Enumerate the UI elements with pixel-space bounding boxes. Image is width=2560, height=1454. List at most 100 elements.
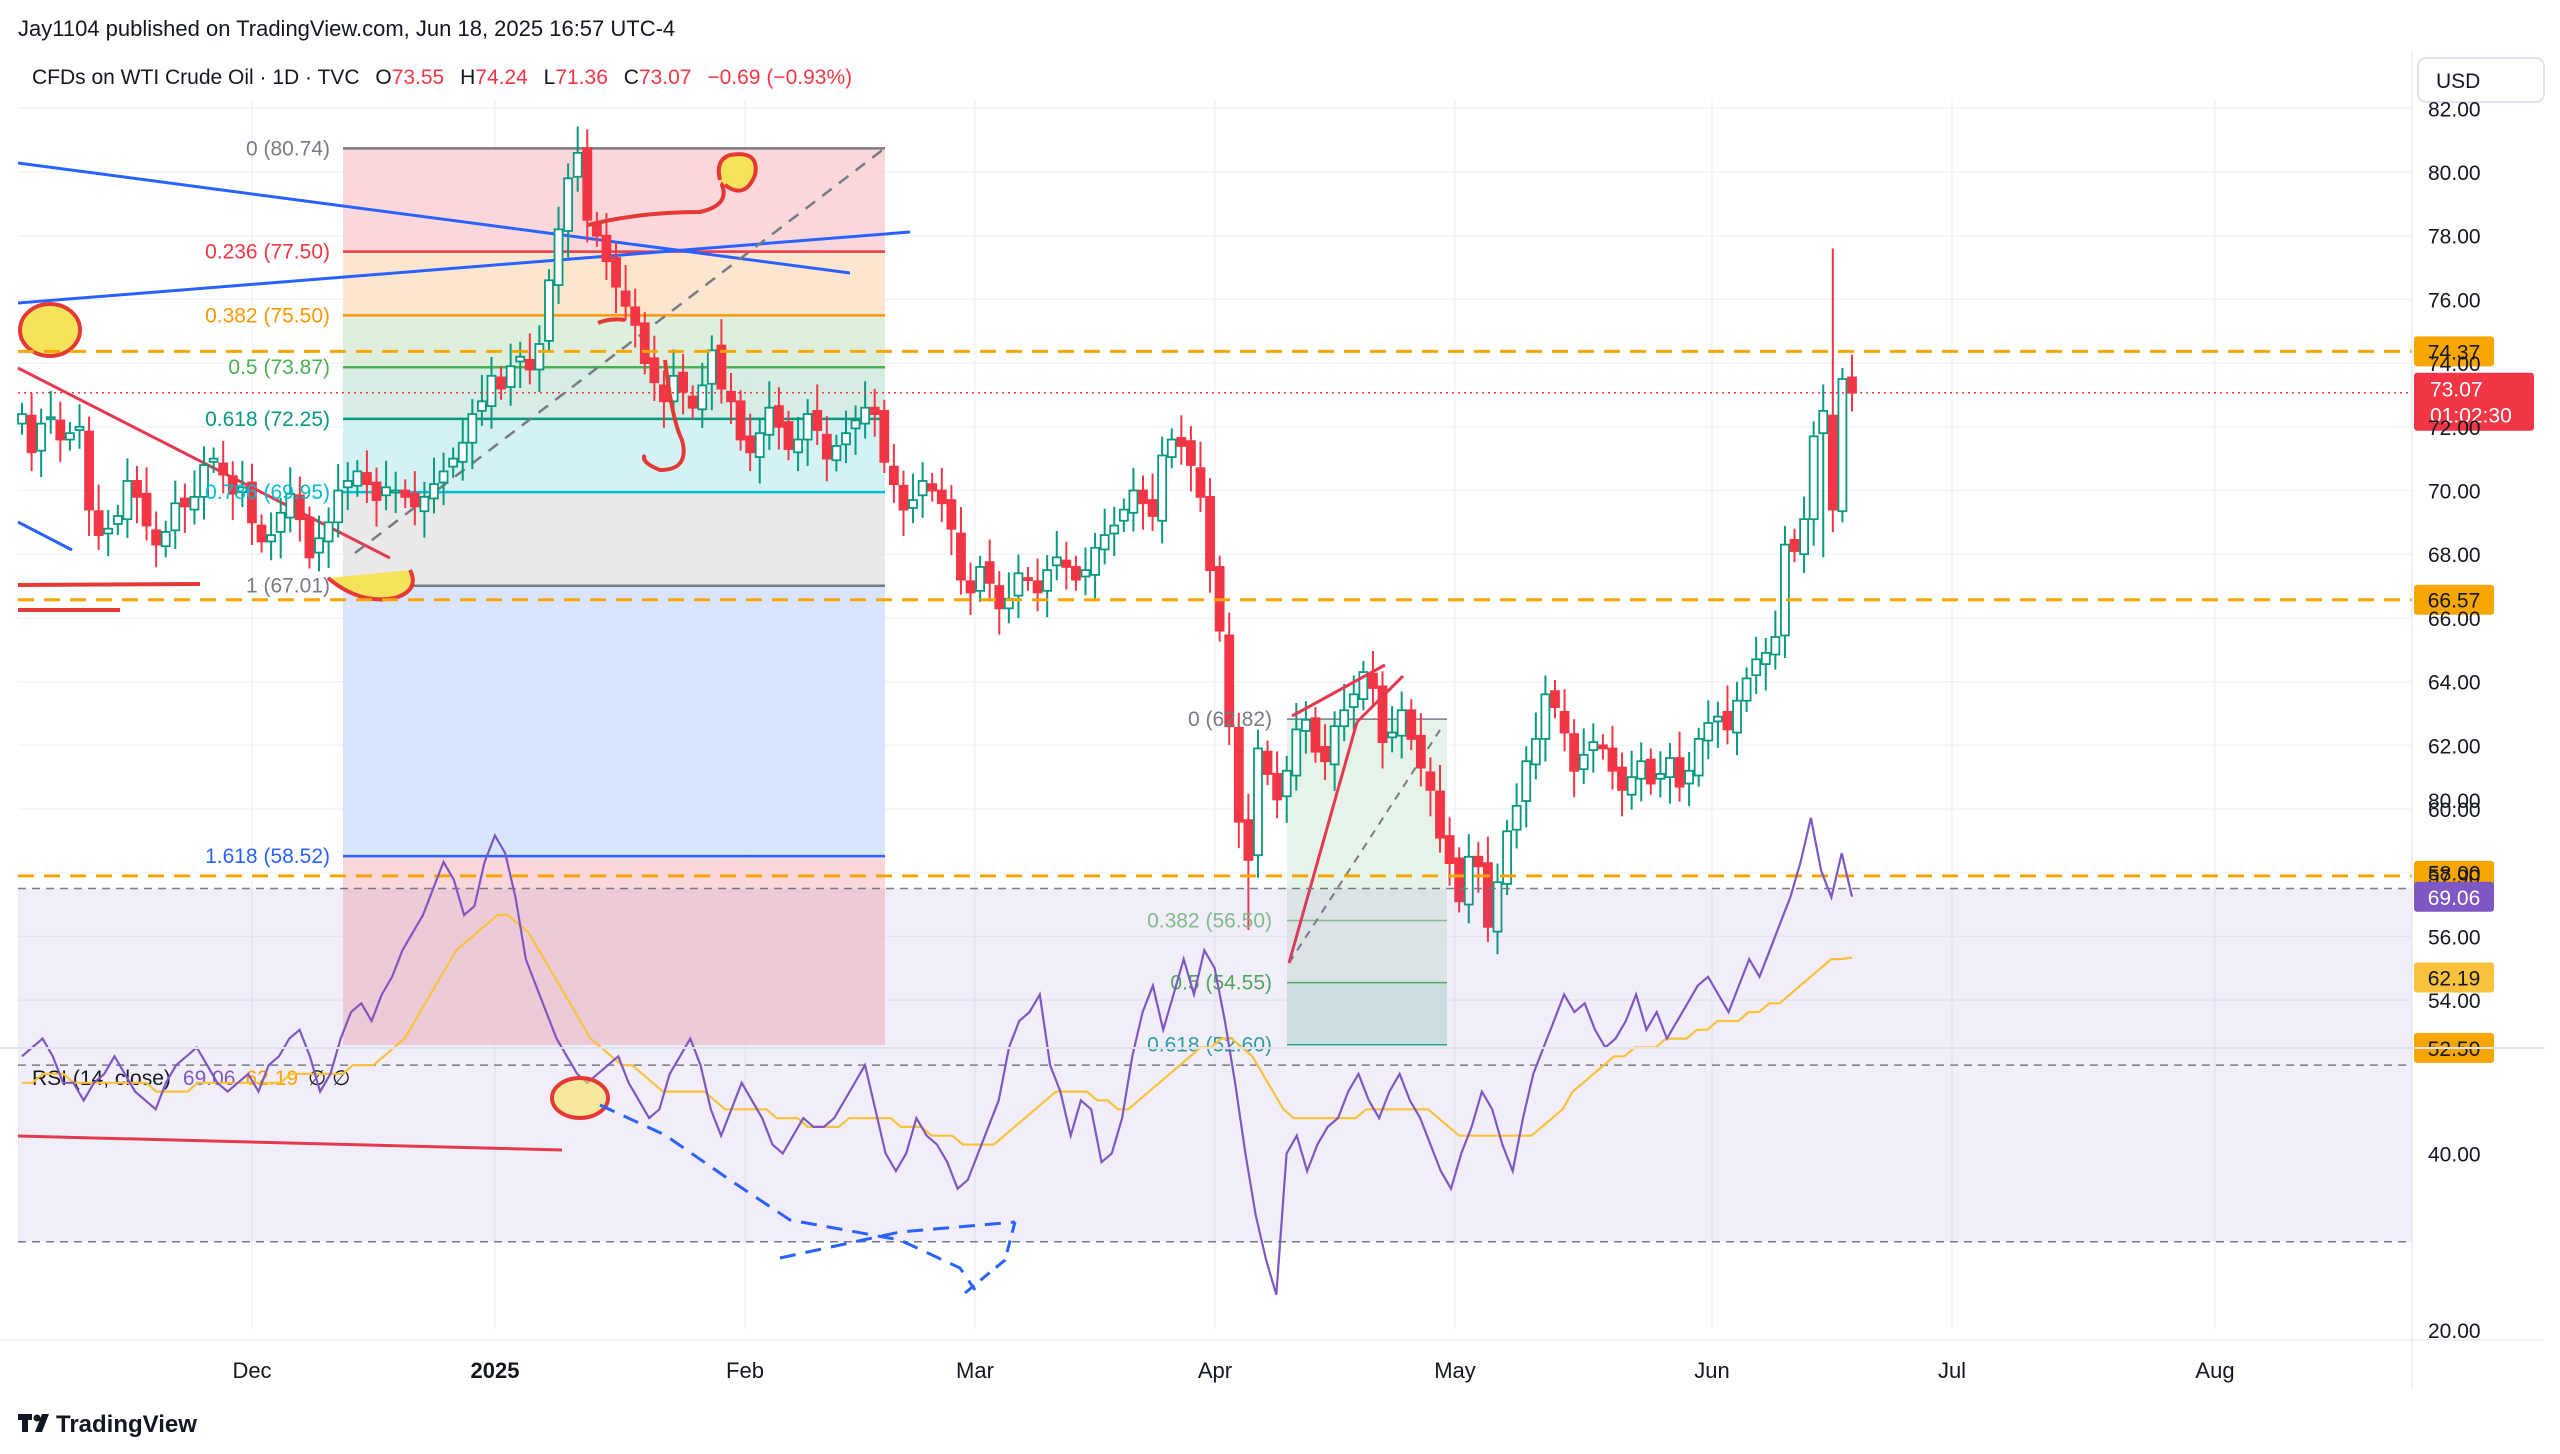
candle — [783, 410, 794, 461]
trend-line-blue — [17, 520, 73, 552]
candle — [1626, 750, 1637, 810]
candle — [1454, 847, 1465, 913]
candle-body — [601, 234, 612, 263]
candle-body — [256, 524, 267, 543]
candle-body — [496, 376, 506, 390]
currency-button[interactable]: USD — [2417, 57, 2545, 103]
candle-body — [467, 413, 478, 444]
candle — [687, 385, 698, 419]
candle — [1042, 555, 1053, 618]
time-tick-label: Mar — [956, 1358, 994, 1383]
candle — [112, 504, 123, 536]
candle-body — [1684, 769, 1695, 785]
candle-body — [1023, 577, 1033, 581]
candle-body — [1013, 572, 1024, 597]
rsi-ma-line — [22, 913, 1853, 1146]
candle-body — [122, 480, 133, 521]
candle-body — [74, 425, 85, 431]
candle-body — [1827, 414, 1838, 511]
candle — [984, 539, 995, 602]
candle — [1109, 506, 1120, 557]
candle — [1760, 637, 1771, 691]
markup-line — [1287, 721, 1359, 964]
candle-body — [793, 438, 803, 454]
candle — [1665, 743, 1675, 804]
candle — [965, 562, 976, 616]
candle-body — [716, 344, 727, 390]
candle-body — [956, 532, 966, 581]
markup-drawings — [17, 152, 1405, 964]
candle-body — [429, 483, 439, 500]
candle — [888, 443, 899, 503]
candle-body — [1626, 776, 1637, 796]
candle — [879, 399, 890, 473]
candle — [275, 497, 286, 559]
fib-zone — [343, 315, 885, 368]
candle-body — [457, 441, 468, 463]
candle — [457, 420, 468, 481]
candle — [409, 471, 420, 526]
markup-curve — [716, 152, 758, 193]
candle-body — [1645, 758, 1656, 785]
candle — [841, 410, 851, 464]
candle-body — [841, 432, 851, 446]
markup-line — [17, 582, 201, 587]
candle-body — [563, 177, 574, 232]
brand-name: TradingView — [56, 1411, 197, 1438]
fib2-label: 0 (62.82) — [1188, 708, 1272, 731]
candle — [1511, 783, 1522, 849]
candle-body — [1597, 744, 1608, 750]
rsi-axis-tag-bg — [2414, 962, 2494, 993]
candle-body — [1071, 566, 1081, 581]
candle-body — [323, 521, 334, 543]
candle-body — [65, 432, 75, 441]
candle — [419, 481, 430, 538]
candle — [649, 335, 660, 402]
candle-body — [1109, 524, 1120, 535]
candle-body — [1205, 495, 1215, 572]
candle — [1722, 685, 1733, 745]
candle-body — [1483, 862, 1493, 928]
fib-zone — [343, 585, 885, 857]
rsi-markup-line — [17, 1134, 563, 1152]
candle — [1636, 742, 1647, 802]
candle — [362, 450, 372, 503]
candle-body — [448, 457, 459, 468]
candle — [697, 362, 708, 429]
fib-labels: 0 (80.74) 0.236 (77.50) 0.382 (75.50) 0.5 (… — [205, 137, 1272, 1056]
candle-body — [888, 465, 899, 486]
rsi-dashed-trend — [964, 1221, 1017, 1295]
candle — [1339, 683, 1350, 742]
candle — [45, 390, 56, 434]
candle-body — [333, 489, 344, 524]
candle — [936, 467, 947, 523]
candle-body — [342, 480, 353, 489]
candle — [831, 434, 842, 472]
candle — [1090, 532, 1100, 602]
last-price-tag-bg — [2414, 372, 2534, 431]
fib-label: 0.5 (73.87) — [228, 356, 330, 379]
candle — [1243, 793, 1254, 931]
candle-body — [362, 472, 372, 486]
fib2-label: 0.382 (56.50) — [1147, 909, 1272, 932]
candle — [314, 515, 324, 572]
candle — [706, 335, 717, 411]
candle-body — [1559, 710, 1570, 734]
candle-body — [860, 406, 871, 425]
candle-body — [1463, 855, 1474, 906]
markup-line — [1291, 663, 1386, 718]
candle-body — [1444, 835, 1455, 865]
fib-zone-2 — [1287, 982, 1447, 1045]
rsi-tick-label: 40.00 — [2428, 1143, 2481, 1166]
candle — [400, 479, 411, 509]
tradingview-logo[interactable]: TradingView — [18, 1411, 197, 1438]
candles — [17, 126, 1857, 955]
candle-body — [1770, 636, 1781, 656]
rsi-axis-tag-label: 62.19 — [2428, 967, 2481, 990]
candle-body — [850, 419, 861, 430]
price-tick-label: 80.00 — [2428, 162, 2481, 185]
candle-body — [1511, 804, 1522, 831]
candle — [774, 387, 784, 450]
candle-body — [1732, 699, 1742, 734]
